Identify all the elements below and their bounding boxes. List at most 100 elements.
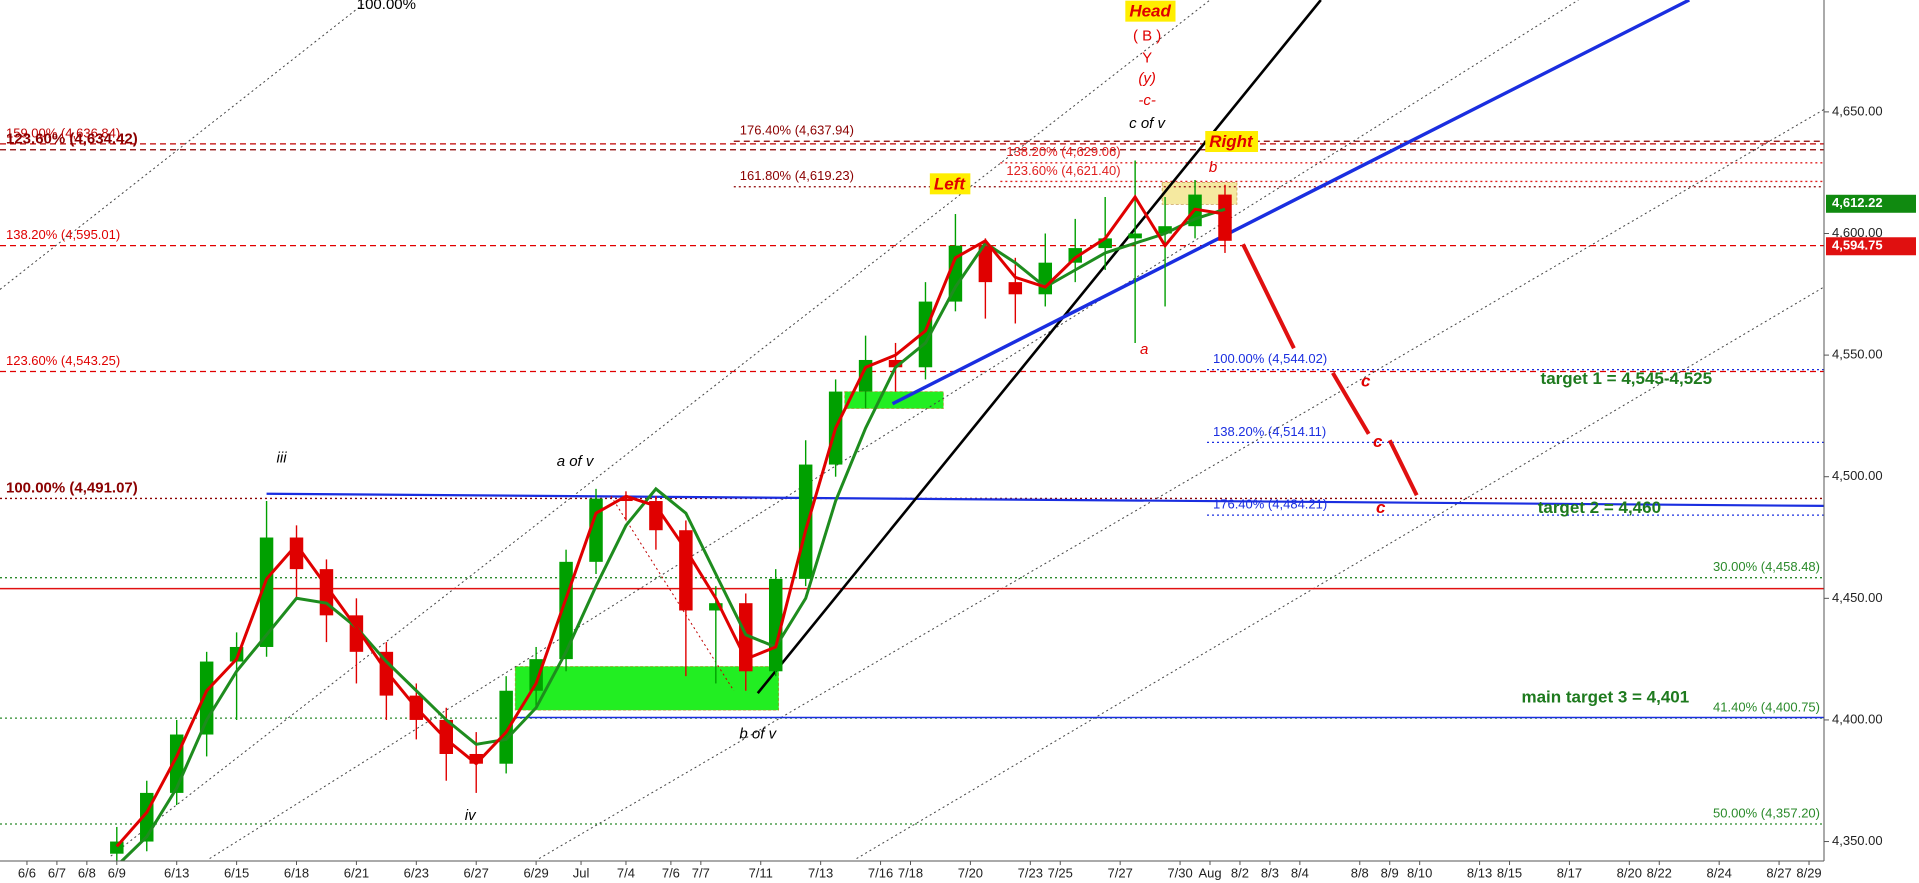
x-tick-label: 8/15 (1497, 865, 1522, 880)
annotation: -c- (1138, 92, 1156, 109)
y-tick-label: 4,400.00 (1832, 711, 1883, 726)
level-label: 123.60% (4,634.42) (6, 131, 138, 148)
x-tick-label: 7/27 (1108, 865, 1133, 880)
x-tick-label: 7/25 (1048, 865, 1073, 880)
y-tick-label: 4,350.00 (1832, 833, 1883, 848)
moving-average (119, 207, 1226, 861)
projection (1241, 243, 1419, 497)
level-label: 100.00% (4,491.07) (6, 479, 138, 496)
annotation: Y (1142, 49, 1152, 66)
level-label: 100.00% (4,544.02) (1213, 351, 1327, 366)
x-tick-label: 8/24 (1707, 865, 1732, 880)
zone (844, 391, 944, 409)
y-tick-label: 4,450.00 (1832, 590, 1883, 605)
x-tick-label: 7/18 (898, 865, 923, 880)
candle-body (619, 498, 633, 502)
level-label: 138.20% (4,629.06) (1006, 144, 1120, 159)
candle-body (948, 245, 963, 302)
x-tick-label: 7/23 (1018, 865, 1043, 880)
annotation: c (1361, 371, 1371, 390)
x-tick-label: 6/6 (18, 865, 36, 880)
x-tick-label: 6/23 (404, 865, 429, 880)
x-tick-label: Jul (573, 865, 590, 880)
annotation: Head (1129, 2, 1171, 21)
candle-body (529, 659, 543, 691)
x-tick-label: 6/13 (164, 865, 189, 880)
annotation: iii (277, 449, 288, 466)
annotation-background (1205, 131, 1259, 153)
candle-body (589, 498, 603, 562)
x-tick-label: 6/29 (523, 865, 548, 880)
x-tick-label: 6/27 (464, 865, 489, 880)
x-tick-label: 8/17 (1557, 865, 1582, 880)
candle-body (1008, 282, 1023, 295)
candle-body (798, 464, 813, 579)
annotation: a (1140, 341, 1148, 358)
level-label: 176.40% (4,484.21) (1213, 497, 1327, 512)
x-tick-label: 8/27 (1766, 865, 1791, 880)
x-tick-label: 7/6 (662, 865, 680, 880)
x-tick-label: 6/9 (108, 865, 126, 880)
annotation: (y) (1138, 70, 1156, 87)
candle-body (259, 537, 274, 647)
trend-line (0, 0, 369, 290)
x-tick-label: 8/10 (1407, 865, 1432, 880)
annotation: target 2 = 4,460 (1538, 498, 1661, 517)
level-label: 138.20% (4,514.11) (1213, 424, 1326, 439)
candle-body (289, 537, 304, 570)
x-tick-label: 8/2 (1231, 865, 1249, 880)
x-tick-label: 7/7 (692, 865, 710, 880)
x-tick-label: 8/4 (1291, 865, 1309, 880)
candle-body (469, 753, 483, 764)
price-tag (1826, 237, 1916, 256)
x-tick-label: 8/22 (1647, 865, 1672, 880)
candle-body (1098, 238, 1112, 249)
x-tick-label: 8/13 (1467, 865, 1492, 880)
annotation: Right (1209, 132, 1254, 151)
annotation: Left (934, 174, 967, 193)
annotation: b of v (739, 725, 777, 742)
price-tag-label: 4,612.22 (1832, 195, 1883, 210)
candle-body (1128, 233, 1142, 239)
candle-body (1218, 194, 1232, 241)
candle-body (978, 245, 993, 283)
trend-line (891, 0, 1690, 406)
annotation: c (1373, 432, 1383, 451)
trend-line (110, 0, 1211, 857)
y-tick-label: 4,550.00 (1832, 347, 1883, 362)
x-tick-label: 6/18 (284, 865, 309, 880)
candle-body (1158, 226, 1172, 234)
candle-body (918, 301, 933, 368)
x-tick-label: 6/7 (48, 865, 66, 880)
annotation: c of v (1129, 115, 1166, 132)
trend-line (856, 286, 1824, 859)
annotation: a of v (557, 453, 595, 470)
moving-average (115, 194, 1226, 848)
candle-body (439, 719, 454, 754)
x-tick-label: 6/21 (344, 865, 369, 880)
trend-line (610, 495, 735, 692)
x-tick-label: 7/30 (1167, 865, 1192, 880)
candle-body (888, 359, 903, 368)
level-label: 159.00% (4,636.84) (6, 125, 120, 140)
level-label: 41.40% (4,400.75) (1713, 700, 1820, 715)
annotation: c (1376, 498, 1386, 517)
x-tick-label: 8/29 (1796, 865, 1821, 880)
y-tick-label: 4,500.00 (1832, 468, 1883, 483)
candle-body (858, 359, 873, 392)
level-label: 30.00% (4,458.48) (1713, 559, 1820, 574)
trend-line (266, 492, 1824, 507)
level-label: 138.20% (4,595.01) (6, 227, 120, 242)
x-tick-label: 7/4 (617, 865, 635, 880)
annotation: 100.00% (357, 0, 416, 13)
annotation-background (929, 173, 971, 195)
annotation: target 1 = 4,545-4,525 (1541, 369, 1713, 388)
y-tick-label: 4,650.00 (1832, 103, 1883, 118)
level-label: 123.60% (4,543.25) (6, 353, 120, 368)
plot-area: 159.00% (4,636.84)123.60% (4,634.42) 176.… (0, 0, 1824, 861)
x-tick-label: 7/20 (958, 865, 983, 880)
candle-body (1038, 262, 1053, 295)
x-tick-label: 8/9 (1381, 865, 1399, 880)
